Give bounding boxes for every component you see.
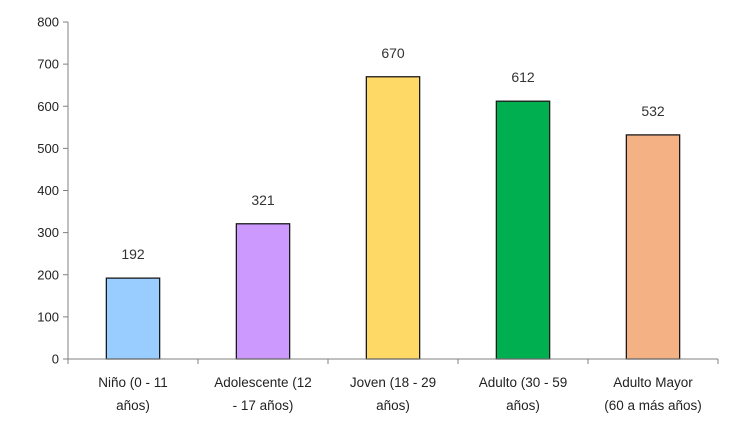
y-tick-label: 400 xyxy=(37,183,59,198)
bar-group: 532 xyxy=(625,103,681,360)
x-tick-label: años) xyxy=(116,398,150,413)
bar-group: 192 xyxy=(105,246,161,360)
y-tick-label: 500 xyxy=(37,141,59,156)
bar-group: 612 xyxy=(495,69,551,360)
bar xyxy=(625,134,681,360)
data-label: 192 xyxy=(121,246,145,262)
bar xyxy=(495,100,551,360)
y-tick-label: 700 xyxy=(37,57,59,72)
x-tick-label: Niño (0 - 11 xyxy=(98,375,168,390)
bar-group: 321 xyxy=(235,192,291,360)
y-axis: 0 100 200 300 400 500 600 700 800 xyxy=(37,15,69,367)
bar xyxy=(235,223,291,360)
x-tick-label: años) xyxy=(506,398,540,413)
y-tick-label: 600 xyxy=(37,99,59,114)
data-label: 612 xyxy=(511,69,535,85)
data-label: 321 xyxy=(251,192,275,208)
x-tick-label: Adulto (30 - 59 xyxy=(479,375,568,390)
data-label: 532 xyxy=(641,103,665,119)
y-tick-label: 800 xyxy=(37,15,59,30)
y-tick-label: 0 xyxy=(52,352,59,367)
x-tick-label: Joven (18 - 29 xyxy=(350,375,436,390)
bars: 192 321 670 612 532 xyxy=(105,45,681,360)
y-tick-label: 200 xyxy=(37,267,59,282)
bar-group: 670 xyxy=(365,45,421,360)
y-tick-label: 100 xyxy=(37,309,59,324)
y-tick-label: 300 xyxy=(37,225,59,240)
data-label: 670 xyxy=(381,45,405,61)
x-tick-label: - 17 años) xyxy=(233,398,294,413)
bar xyxy=(105,277,161,360)
x-tick-label: años) xyxy=(376,398,410,413)
x-tick-label: Adulto Mayor xyxy=(613,375,693,390)
bar xyxy=(365,76,421,360)
x-tick-label: (60 a más años) xyxy=(604,398,702,413)
x-tick-label: Adolescente (12 xyxy=(214,375,312,390)
x-axis: Niño (0 - 11 años) Adolescente (12 - 17 año… xyxy=(67,358,719,413)
